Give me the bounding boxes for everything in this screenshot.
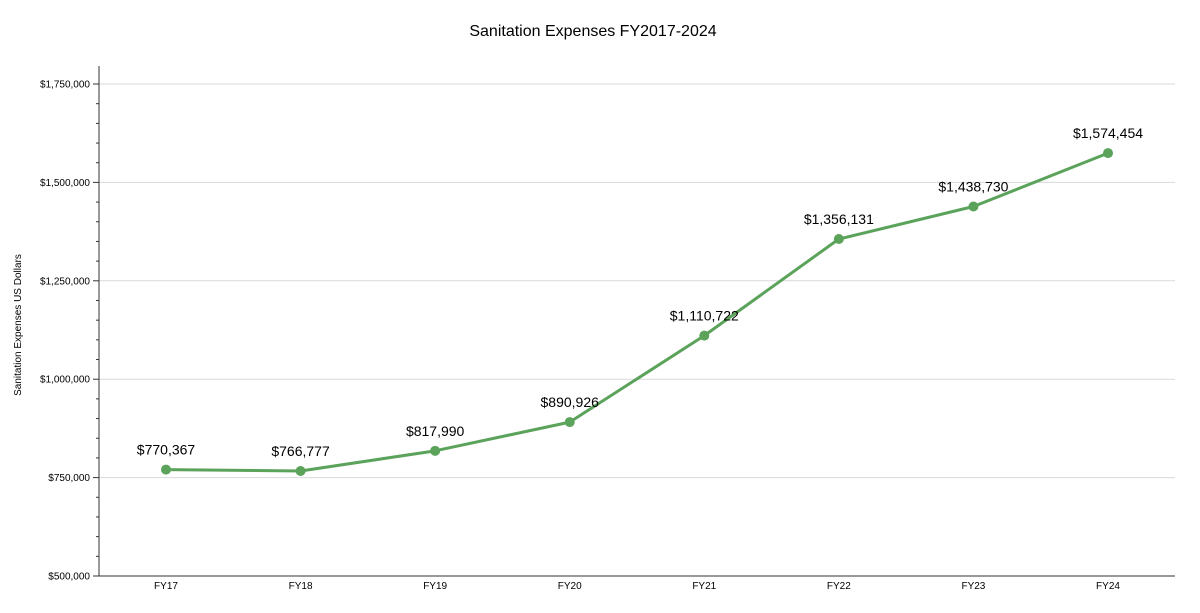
chart-title: Sanitation Expenses FY2017-2024	[469, 23, 716, 40]
data-label: $1,356,131	[804, 211, 874, 227]
series-line	[164, 151, 1110, 473]
y-tick-labels: $500,000 $750,000 $1,000,000 $1,250,000 $1,5…	[40, 80, 90, 583]
x-tick-label: FY23	[961, 581, 985, 592]
data-labels: $770,367 $766,777 $817,990 $890,926 $1,110,7…	[137, 125, 1143, 459]
data-label: $890,926	[541, 394, 600, 410]
x-tick-labels: FY17 FY18 FY19 FY20 FY21 FY22 FY23 FY24	[154, 581, 1120, 592]
y-tick-label: $750,000	[48, 473, 90, 484]
y-tick-label: $1,000,000	[40, 375, 90, 386]
y-tick-label: $1,250,000	[40, 276, 90, 287]
x-tick-label: FY20	[558, 581, 582, 592]
y-tick-label: $1,500,000	[40, 178, 90, 189]
data-label: $770,367	[137, 442, 196, 458]
y-tick-label: $1,750,000	[40, 80, 90, 91]
x-tick-label: FY18	[289, 581, 313, 592]
data-label: $1,110,722	[670, 308, 739, 324]
x-tick-label: FY21	[692, 581, 716, 592]
y-axis-label: Sanitation Expenses US Dollars	[13, 254, 24, 396]
data-points	[161, 148, 1113, 476]
gridlines	[99, 83, 1175, 479]
series-line-path	[164, 151, 1110, 473]
data-label: $817,990	[406, 423, 465, 439]
data-point	[564, 417, 575, 428]
x-tick-label: FY17	[154, 581, 178, 592]
data-label: $1,438,730	[938, 179, 1008, 195]
data-point	[968, 201, 979, 212]
data-point	[1103, 148, 1113, 159]
data-point	[295, 465, 306, 476]
data-point	[833, 234, 844, 245]
x-tick-label: FY24	[1096, 581, 1120, 592]
y-tick-label: $500,000	[48, 572, 90, 583]
data-label: $766,777	[271, 443, 330, 459]
data-point	[430, 445, 441, 456]
x-tick-label: FY19	[423, 581, 447, 592]
x-tick-label: FY22	[827, 581, 851, 592]
data-label: $1,574,454	[1073, 125, 1143, 141]
data-point	[161, 464, 171, 475]
data-point	[699, 330, 710, 341]
axes	[93, 66, 1175, 577]
